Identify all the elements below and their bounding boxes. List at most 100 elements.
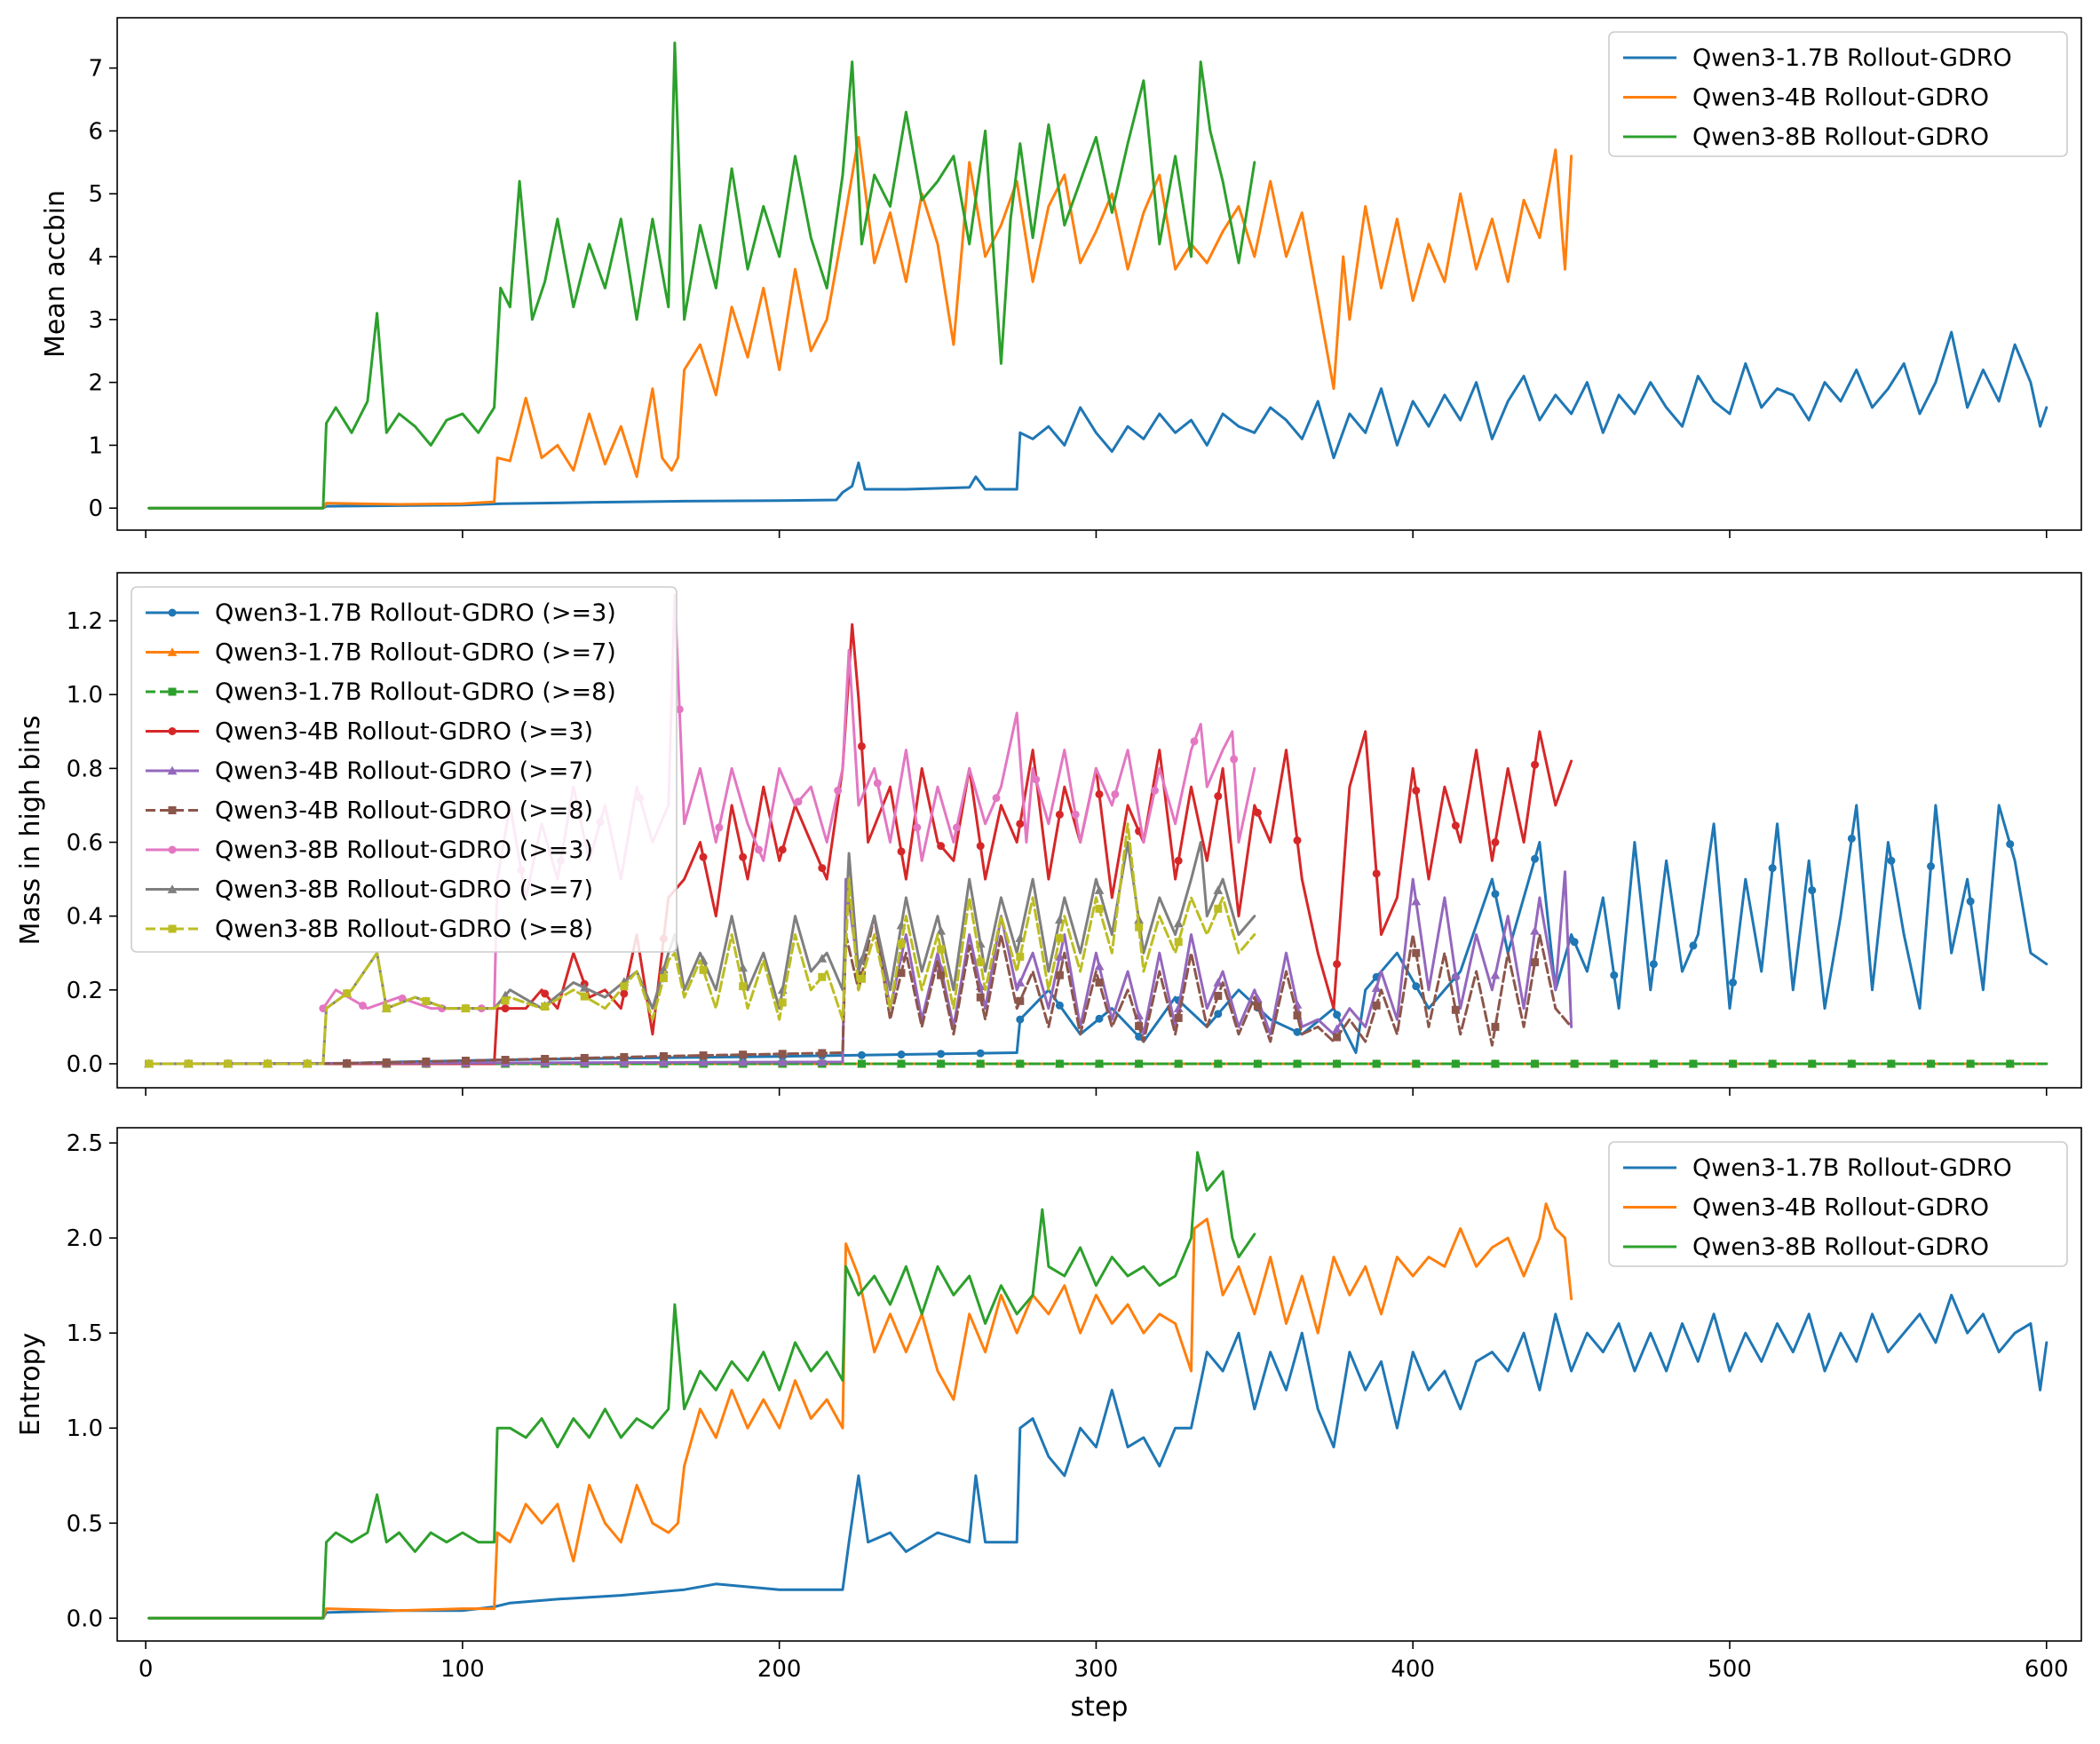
series-marker <box>1887 1059 1896 1068</box>
series-line-1 <box>147 1293 2048 1620</box>
y-tick-label: 0.6 <box>67 830 103 857</box>
series-marker <box>1094 885 1105 894</box>
series-marker <box>1610 1059 1619 1068</box>
series-marker <box>739 1050 748 1059</box>
series-marker <box>1016 952 1025 961</box>
series-marker <box>817 1057 828 1066</box>
series-marker <box>1135 1059 1144 1068</box>
series-marker <box>937 971 946 979</box>
legend: Qwen3-1.7B Rollout-GDRO Qwen3-4B Rollout-… <box>1608 1141 2068 1267</box>
series-marker <box>1649 1059 1658 1068</box>
series-marker <box>834 786 843 795</box>
series-marker <box>1451 1059 1460 1068</box>
series-marker <box>1174 856 1183 865</box>
x-tick-label: 500 <box>1708 1656 1752 1683</box>
series-marker <box>699 852 708 861</box>
series-line-3 <box>147 1151 1256 1620</box>
series-marker <box>698 1057 709 1066</box>
legend-entry: Qwen3-8B Rollout-GDRO (>=8) <box>215 916 593 943</box>
series-marker <box>1768 864 1777 873</box>
legend-entry: Qwen3-1.7B Rollout-GDRO (>=8) <box>215 678 616 706</box>
series-marker <box>1531 760 1540 769</box>
legend-box <box>131 586 678 953</box>
y-tick-label: 0.8 <box>67 756 103 782</box>
axes-frame <box>116 1127 2082 1642</box>
series-marker <box>501 1004 510 1013</box>
series-marker <box>1491 1022 1500 1031</box>
series-marker <box>1531 854 1540 863</box>
series-marker <box>1689 1059 1698 1068</box>
series-marker <box>739 982 748 991</box>
y-tick-label: 6 <box>88 118 103 145</box>
y-tick-label: 7 <box>88 56 103 83</box>
y-tick-label: 2 <box>88 370 103 397</box>
series-line-2 <box>147 1202 1573 1620</box>
series-marker <box>1253 808 1262 817</box>
series-marker <box>1531 1059 1540 1068</box>
series-marker <box>1095 979 1104 987</box>
series-marker <box>1412 1059 1421 1068</box>
series-marker <box>1214 1059 1223 1068</box>
series-marker <box>1570 1059 1579 1068</box>
series-marker <box>1451 821 1460 830</box>
series-line-3 <box>147 41 1256 510</box>
series-marker <box>1174 1013 1183 1022</box>
series-marker <box>659 1058 669 1066</box>
series-marker <box>145 1059 154 1068</box>
legend-entry: Qwen3-8B Rollout-GDRO <box>1692 1233 1989 1261</box>
legend-entry: Qwen3-4B Rollout-GDRO (>=7) <box>215 757 593 785</box>
series-marker <box>1610 971 1619 979</box>
series-marker <box>1214 904 1223 913</box>
series-marker <box>937 842 946 851</box>
y-tick-label: 0.5 <box>67 1510 103 1537</box>
series-marker <box>1094 961 1105 971</box>
series-marker <box>1491 1059 1500 1068</box>
legend-marker <box>168 845 177 854</box>
series-marker <box>422 997 431 1006</box>
series-marker <box>303 1059 312 1068</box>
series-marker <box>715 823 724 832</box>
series-marker <box>1729 979 1738 987</box>
series-marker <box>1135 1022 1144 1031</box>
y-tick-label: 1.0 <box>67 1415 103 1442</box>
series-marker <box>937 945 946 954</box>
series-marker <box>897 969 906 978</box>
series-marker <box>1451 1005 1460 1014</box>
series-marker <box>1333 1033 1342 1042</box>
series-marker <box>580 1053 589 1062</box>
series-marker <box>818 972 827 981</box>
series-marker <box>1213 978 1224 987</box>
legend-entry: Qwen3-8B Rollout-GDRO (>=7) <box>215 876 593 904</box>
series-marker <box>1016 1059 1025 1068</box>
series-marker <box>1927 1059 1936 1068</box>
series-marker <box>1531 958 1540 967</box>
plot-area <box>147 41 2048 510</box>
series-marker <box>1808 1059 1817 1068</box>
series-marker <box>224 1059 233 1068</box>
series-marker <box>1570 938 1579 947</box>
series-marker <box>857 1059 866 1068</box>
x-tick-label: 200 <box>757 1656 802 1683</box>
series-marker <box>501 1056 510 1065</box>
series-marker <box>1333 1011 1342 1019</box>
y-tick-label: 3 <box>88 307 103 334</box>
series-marker <box>1372 1001 1381 1010</box>
series-line-2 <box>147 136 1573 510</box>
series-marker <box>1135 923 1144 931</box>
series-marker <box>382 1058 391 1066</box>
legend-marker <box>167 765 178 775</box>
panel-2: 0.0 0.2 0.4 0.6 0.8 1.0 1.2 Mass in high bins Qw… <box>15 572 2082 1096</box>
series-marker <box>1966 1059 1975 1068</box>
series-marker <box>1150 786 1159 795</box>
y-tick-label: 0.0 <box>67 1605 103 1632</box>
series-marker <box>422 1057 431 1066</box>
series-marker <box>699 1051 708 1060</box>
series-marker <box>857 1050 866 1059</box>
series-marker <box>1055 952 1065 961</box>
series-marker <box>579 982 590 992</box>
x-tick-label: 100 <box>440 1656 485 1683</box>
legend-box <box>1608 31 2068 157</box>
legend-entry: Qwen3-1.7B Rollout-GDRO <box>1692 1154 2012 1182</box>
series-marker <box>1095 1059 1104 1068</box>
series-marker <box>1213 885 1224 894</box>
